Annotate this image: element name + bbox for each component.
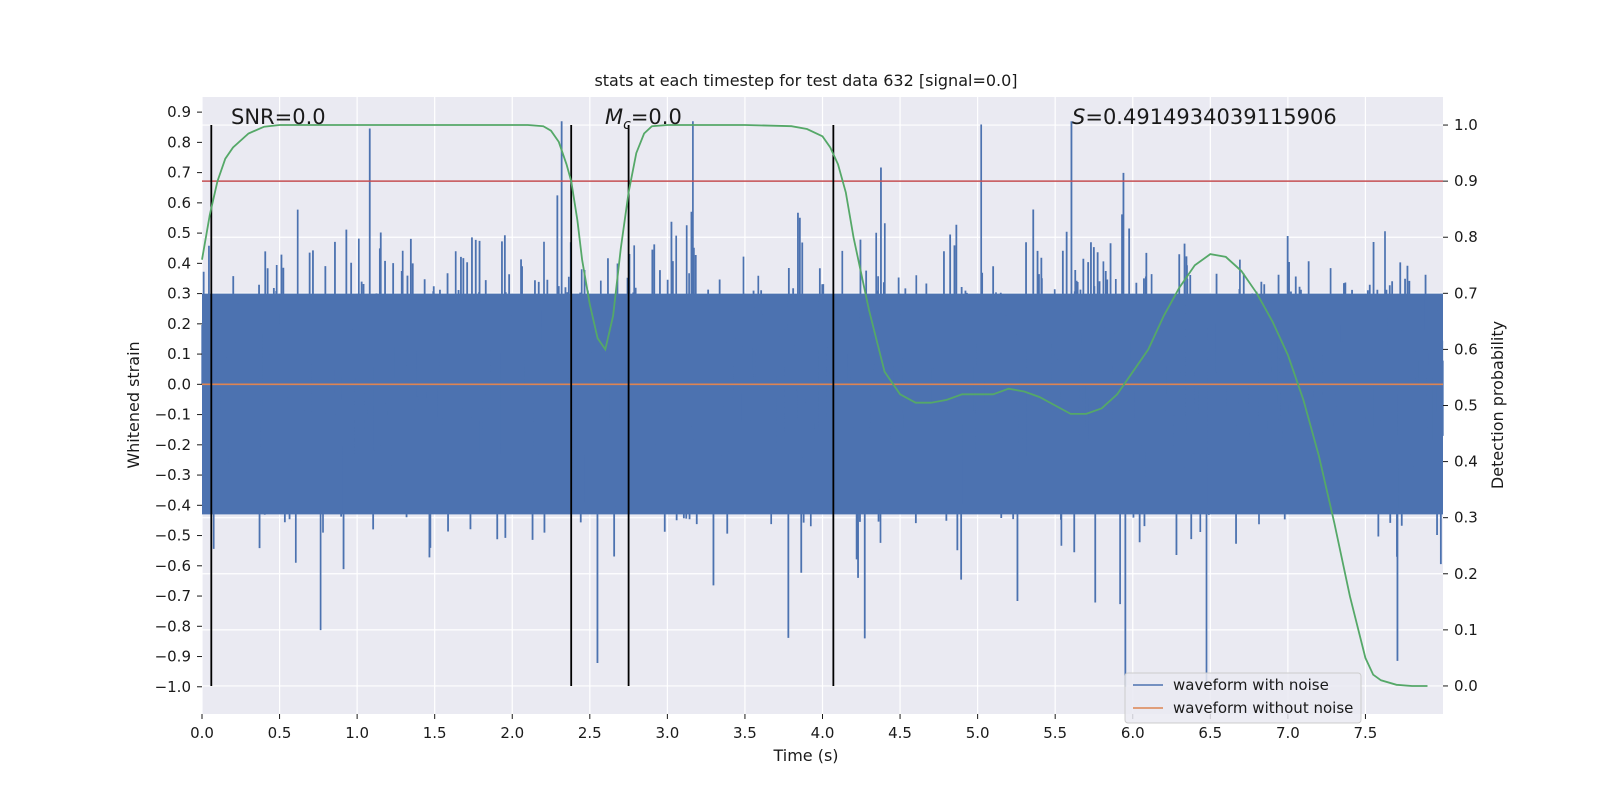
y-left-tick-label: −0.9 [155, 648, 191, 666]
y-right-tick-label: 1.0 [1454, 116, 1478, 134]
legend-entry-noise: waveform with noise [1173, 676, 1329, 694]
y-left-tick-label: 0.5 [167, 224, 191, 242]
y-left-tick-label: −0.8 [155, 617, 191, 635]
y-right-tick-label: 0.2 [1454, 565, 1478, 583]
y-left-tick-label: −0.3 [155, 466, 191, 484]
y-left-tick-label: 0.9 [167, 103, 191, 121]
legend-box [1124, 672, 1362, 724]
x-tick-label: 4.0 [811, 724, 835, 742]
y-left-tick-label: 0.3 [167, 285, 191, 303]
x-tick-label: 6.0 [1121, 724, 1145, 742]
y-left-tick-label: 0.1 [167, 345, 191, 363]
x-axis-label: Time (s) [772, 746, 838, 765]
x-tick-label: 0.5 [268, 724, 292, 742]
y-right-tick-label: 0.9 [1454, 172, 1478, 190]
y-left-tick-label: −0.2 [155, 436, 191, 454]
y-left-tick-label: −0.1 [155, 406, 191, 424]
x-tick-label: 2.5 [578, 724, 602, 742]
y-right-tick-label: 0.8 [1454, 228, 1478, 246]
mc-subscript: c [623, 117, 631, 133]
x-tick-label: 3.0 [655, 724, 679, 742]
y-left-tick-label: −0.5 [155, 527, 191, 545]
x-tick-label: 1.0 [345, 724, 369, 742]
x-tick-label: 2.0 [500, 724, 524, 742]
y-left-tick-label: 0.4 [167, 254, 191, 272]
y-left-tick-label: −1.0 [155, 678, 191, 696]
chart-title: stats at each timestep for test data 632… [594, 71, 1017, 90]
x-tick-label: 5.0 [966, 724, 990, 742]
x-tick-label: 5.5 [1043, 724, 1067, 742]
x-tick-label: 0.0 [190, 724, 214, 742]
legend: waveform with noise waveform without noi… [1124, 672, 1362, 724]
x-tick-label: 3.5 [733, 724, 757, 742]
series-waveform-with-noise [201, 121, 1444, 687]
legend-entry-clean: waveform without noise [1173, 699, 1353, 717]
y-right-tick-label: 0.5 [1454, 397, 1478, 415]
mc-symbol: M [605, 105, 623, 129]
s-value: =0.4914934039115906 [1085, 105, 1336, 129]
y-right-tick-label: 0.0 [1454, 677, 1478, 695]
y-left-axis-label: Whitened strain [124, 341, 143, 468]
snr-annotation: SNR=0.0 [231, 105, 326, 129]
y-left-axis-ticks: 0.9 0.8 0.7 0.6 0.5 0.4 0.3 0.2 0.1 0.0 −0.1 −0.2 −0… [155, 103, 202, 696]
series-detection-probability [201, 124, 1428, 687]
series-lines [201, 124, 1443, 687]
y-left-tick-label: 0.6 [167, 194, 191, 212]
x-tick-label: 6.5 [1198, 724, 1222, 742]
y-left-tick-label: 0.2 [167, 315, 191, 333]
x-tick-label: 7.0 [1276, 724, 1300, 742]
y-right-tick-label: 0.3 [1454, 509, 1478, 527]
mc-annotation: Mc=0.0 [605, 105, 682, 133]
y-right-axis-ticks: 1.0 0.9 0.8 0.7 0.6 0.5 0.4 0.3 0.2 0.1 0.0 [1443, 116, 1478, 695]
x-axis-ticks: 0.0 0.5 1.0 1.5 2.0 2.5 3.0 3.5 4.0 4.5 5.0 5.5 6.0 6… [190, 714, 1377, 742]
y-left-tick-label: 0.7 [167, 164, 191, 182]
s-annotation: S=0.4914934039115906 [1072, 105, 1337, 129]
x-tick-label: 7.5 [1354, 724, 1378, 742]
y-right-tick-label: 0.4 [1454, 453, 1478, 471]
y-right-axis-label: Detection probability [1488, 321, 1507, 489]
x-tick-label: 4.5 [888, 724, 912, 742]
s-symbol: S [1072, 105, 1085, 129]
y-right-tick-label: 0.1 [1454, 621, 1478, 639]
y-right-tick-label: 0.6 [1454, 340, 1478, 358]
noise-trace [201, 121, 1444, 687]
y-left-tick-label: −0.7 [155, 587, 191, 605]
annotations: SNR=0.0 Mc=0.0 S=0.4914934039115906 [231, 105, 1337, 133]
mc-value: =0.0 [631, 105, 682, 129]
x-tick-label: 1.5 [423, 724, 447, 742]
y-left-tick-label: −0.4 [155, 496, 191, 514]
y-right-tick-label: 0.7 [1454, 284, 1478, 302]
y-left-tick-label: −0.6 [155, 557, 191, 575]
y-left-tick-label: 0.0 [167, 375, 191, 393]
y-left-tick-label: 0.8 [167, 133, 191, 151]
